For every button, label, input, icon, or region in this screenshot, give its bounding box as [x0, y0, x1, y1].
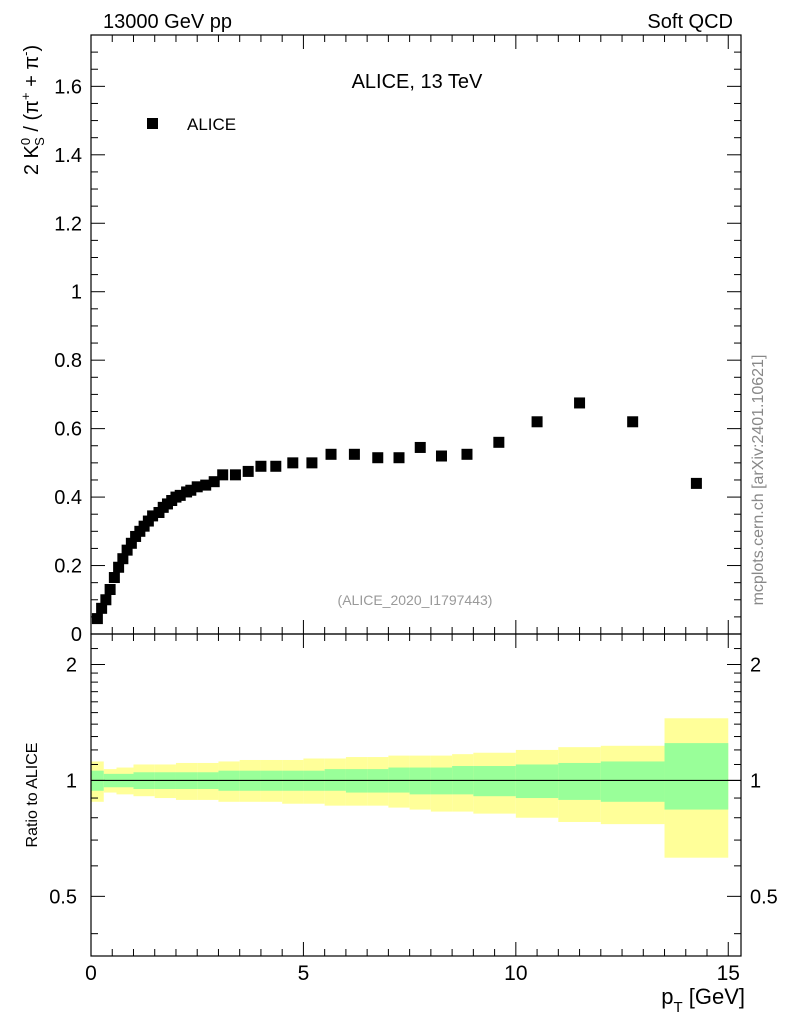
data-point — [100, 594, 112, 606]
header-left-label: 13000 GeV pp — [103, 11, 232, 33]
x-tick-label: 10 — [504, 962, 527, 985]
data-point — [306, 457, 318, 469]
x-tick-label: 0 — [85, 962, 97, 985]
legend: ALICE — [147, 115, 236, 134]
header-right-label: Soft QCD — [647, 11, 733, 33]
stat-uncertainty-band — [600, 761, 665, 802]
xlabel-unit: [GeV] — [683, 984, 745, 1009]
main-plot-y-axis-label: 2 K0S / (π+ + π-) — [18, 45, 47, 175]
data-point — [627, 416, 639, 428]
y-tick-label: 1.6 — [54, 76, 82, 98]
data-point — [435, 450, 447, 462]
x-tick-label: 5 — [298, 962, 310, 985]
data-point — [690, 477, 702, 489]
stat-uncertainty-band — [473, 766, 516, 797]
ylabel-plus: + π — [21, 56, 43, 93]
ylabel-prefix: 2 K — [21, 144, 43, 175]
data-point — [91, 613, 103, 625]
data-point — [108, 572, 120, 584]
data-point — [174, 489, 186, 501]
ratio-y-tick-label-right: 1 — [750, 770, 761, 792]
ratio-plot-y-axis-label: Ratio to ALICE — [24, 743, 41, 848]
ratio-plot-panel: 0.5 0.5 1 1 2 2 0 5 10 15 Ratio to ALICE pT [GeV] — [24, 633, 778, 1016]
y-tick-label: 0.4 — [54, 487, 82, 509]
ylabel-sup-minus: - — [18, 52, 33, 56]
ylabel-sub-k: S — [32, 137, 47, 146]
data-point — [185, 484, 197, 496]
stat-uncertainty-band — [664, 743, 729, 810]
uncertainty-bands — [91, 718, 729, 858]
y-tick-label: 0.6 — [54, 419, 82, 441]
main-plot-watermark: (ALICE_2020_I1797443) — [338, 592, 493, 608]
data-point — [287, 457, 299, 469]
main-plot-ticks: 0 0.2 0.4 0.6 0.8 1 1.2 1.4 1.6 — [54, 34, 741, 646]
x-tick-label: 15 — [717, 962, 740, 985]
y-tick-label: 1 — [71, 282, 82, 304]
y-tick-label: 0.8 — [54, 350, 82, 372]
xlabel-sub: T — [673, 999, 682, 1016]
ratio-plot-ticks: 0.5 0.5 1 1 2 2 0 5 10 15 — [49, 633, 778, 985]
data-points — [91, 397, 702, 625]
data-point — [493, 436, 505, 448]
data-point — [125, 537, 137, 549]
legend-marker-alice — [147, 118, 158, 129]
ratio-y-tick-label-left: 0.5 — [49, 886, 77, 908]
stat-uncertainty-band — [558, 762, 601, 800]
data-point — [113, 561, 125, 573]
main-plot-panel: 0 0.2 0.4 0.6 0.8 1 1.2 1.4 1.6 ALICE, 13 TeV (A… — [18, 34, 742, 646]
data-point — [96, 602, 108, 614]
data-point — [393, 452, 405, 464]
stat-uncertainty-band — [515, 764, 559, 799]
source-side-label: mcplots.cern.ch [arXiv:2401.10621] — [750, 355, 767, 606]
ylabel-mid: / (π — [21, 100, 43, 137]
data-point — [348, 448, 360, 460]
data-point — [255, 460, 267, 472]
y-tick-label: 0 — [71, 624, 82, 646]
data-point — [191, 481, 203, 493]
data-point — [531, 416, 543, 428]
ratio-y-tick-label-right: 2 — [750, 654, 761, 676]
data-point — [461, 448, 473, 460]
data-point — [414, 441, 426, 453]
y-tick-label: 1.4 — [54, 145, 82, 167]
data-point — [325, 448, 337, 460]
data-point — [242, 465, 254, 477]
data-point — [574, 397, 586, 409]
data-point — [372, 452, 384, 464]
data-point — [121, 544, 133, 556]
y-tick-label: 0.2 — [54, 556, 82, 578]
data-point — [229, 469, 241, 481]
data-point — [117, 553, 129, 565]
xlabel-main: p — [661, 984, 673, 1009]
y-tick-label: 1.2 — [54, 213, 82, 235]
x-axis-label: pT [GeV] — [661, 984, 745, 1016]
main-plot-title: ALICE, 13 TeV — [352, 71, 483, 93]
data-point — [208, 476, 220, 488]
ratio-plot-frame — [90, 633, 742, 957]
ylabel-sup-plus: + — [18, 92, 33, 100]
ratio-y-tick-label-right: 0.5 — [750, 886, 778, 908]
ratio-y-tick-label-left: 2 — [66, 654, 77, 676]
data-point — [200, 479, 212, 491]
ylabel-sup-k: 0 — [18, 138, 33, 145]
ratio-y-tick-label-left: 1 — [66, 770, 77, 792]
data-point — [104, 584, 116, 596]
data-point — [147, 510, 159, 522]
data-point — [270, 460, 282, 472]
ylabel-close: ) — [21, 45, 43, 52]
legend-label-alice: ALICE — [187, 115, 236, 134]
data-point — [217, 469, 229, 481]
